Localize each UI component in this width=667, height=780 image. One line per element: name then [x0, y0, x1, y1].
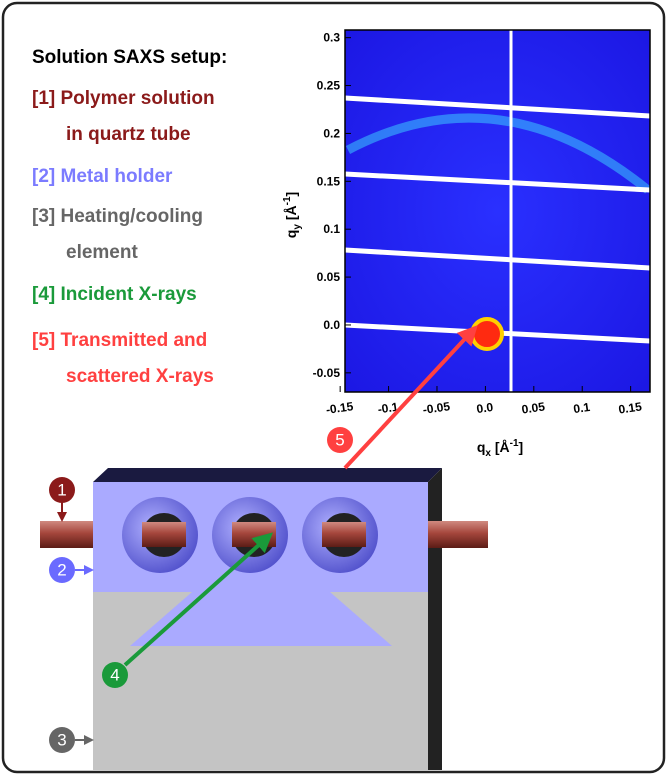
axis-label-part: q: [283, 230, 299, 239]
callout-number: 2: [57, 561, 66, 580]
axis-label-part: [Å: [491, 439, 510, 455]
y-tick-label: 0.25: [317, 79, 341, 93]
axis-label-part: [Å: [283, 205, 299, 224]
legend-line: [3] Heating/cooling: [32, 206, 203, 227]
detector-image: [345, 30, 650, 392]
legend-line: scattered X-rays: [66, 366, 214, 387]
y-tick-label: -0.05: [313, 366, 341, 380]
axis-label-part: ]: [283, 192, 299, 197]
legend-line: [4] Incident X-rays: [32, 284, 197, 305]
axis-label-part: ]: [519, 439, 524, 455]
legend-line: [5] Transmitted and: [32, 330, 207, 351]
callout-number: 1: [57, 481, 66, 500]
legend-line: in quartz tube: [66, 124, 191, 145]
legend-title: Solution SAXS setup:: [32, 47, 227, 68]
y-tick-label: 0.1: [323, 222, 340, 236]
legend-line: element: [66, 242, 138, 263]
y-tick-label: 0.2: [323, 126, 340, 140]
callout-number: 4: [110, 666, 119, 685]
y-tick-label: 0.3: [323, 31, 340, 45]
axis-label-part: q: [477, 439, 486, 455]
y-tick-label: 0.0: [323, 318, 340, 332]
y-tick-label: 0.15: [317, 174, 341, 188]
x-tick-label: 0.0: [476, 400, 495, 416]
figure: 0.30.250.20.150.10.050.0-0.05-0.15-0.1-0…: [0, 0, 667, 775]
x-tick-label: 0.1: [572, 400, 591, 416]
legend-line: [1] Polymer solution: [32, 88, 215, 109]
callout-number: 3: [57, 731, 66, 750]
y-tick-label: 0.05: [317, 270, 341, 284]
legend-line: [2] Metal holder: [32, 166, 173, 187]
callout-number: 5: [335, 431, 344, 450]
sample-holder: [40, 468, 488, 770]
